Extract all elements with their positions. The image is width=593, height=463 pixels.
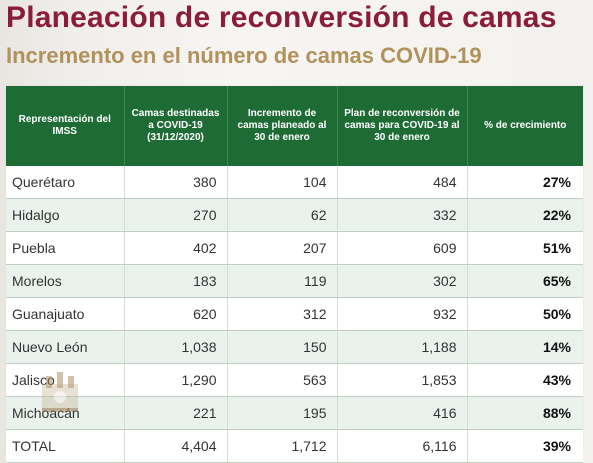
cell-incremento: 62 [227,198,338,232]
government-emblem-icon [42,372,78,412]
table-row: Nuevo León 1,038 150 1,188 14% [6,330,583,364]
cell-total-pct: 39% [467,429,583,463]
cell-incremento: 119 [227,264,338,298]
table-row: Guanajuato 620 312 932 50% [6,297,583,331]
cell-plan: 332 [337,198,468,232]
cell-total-label: TOTAL [6,429,125,463]
cell-pct: 65% [467,264,583,298]
cell-state: Puebla [6,231,125,265]
cell-plan: 484 [337,166,468,199]
cell-pct: 50% [467,297,583,331]
cell-incremento: 104 [227,166,338,199]
cell-state: Hidalgo [6,198,125,232]
cell-plan: 1,188 [337,330,468,364]
cell-total-plan: 6,116 [337,429,468,463]
cell-state: Guanajuato [6,297,125,331]
cell-camas: 620 [124,297,228,331]
cell-incremento: 195 [227,396,338,430]
cell-camas: 1,038 [124,330,228,364]
cell-pct: 14% [467,330,583,364]
cell-plan: 609 [337,231,468,265]
cell-state: Michoacán [6,396,125,430]
cell-state: Morelos [6,264,125,298]
cell-plan: 932 [337,297,468,331]
cell-pct: 43% [467,363,583,397]
cell-pct: 51% [467,231,583,265]
cell-state: Querétaro [6,166,125,199]
column-header-pct: % de crecimiento [467,86,583,166]
table-body: Querétaro 380 104 484 27% Hidalgo 270 62… [6,166,583,463]
cell-state: Nuevo León [6,330,125,364]
cell-plan: 416 [337,396,468,430]
cell-pct: 27% [467,166,583,199]
cell-total-incremento: 1,712 [227,429,338,463]
column-header-state: Representación del IMSS [6,86,125,166]
column-header-camas: Camas destinadas a COVID-19 (31/12/2020) [124,86,228,166]
cell-camas: 183 [124,264,228,298]
cell-incremento: 207 [227,231,338,265]
page-subtitle: Incremento en el número de camas COVID-1… [6,43,482,68]
cell-total-camas: 4,404 [124,429,228,463]
table-row: Querétaro 380 104 484 27% [6,166,583,199]
table-row: Morelos 183 119 302 65% [6,264,583,298]
table-header: Representación del IMSS Camas destinadas… [6,86,583,166]
cell-state: Jalisco [6,363,125,397]
table-row: Michoacán 221 195 416 88% [6,396,583,430]
table-total-row: TOTAL 4,404 1,712 6,116 39% [6,429,583,463]
table-row: Puebla 402 207 609 51% [6,231,583,265]
beds-table-container: Representación del IMSS Camas destinadas… [6,86,583,463]
cell-incremento: 150 [227,330,338,364]
cell-camas: 270 [124,198,228,232]
cell-pct: 22% [467,198,583,232]
cell-camas: 402 [124,231,228,265]
cell-pct: 88% [467,396,583,430]
page-title: Planeación de reconversión de camas [6,1,557,34]
column-header-incremento: Incremento de camas planeado al 30 de en… [227,86,338,166]
cell-incremento: 563 [227,363,338,397]
beds-table: Representación del IMSS Camas destinadas… [6,86,583,463]
cell-plan: 1,853 [337,363,468,397]
cell-incremento: 312 [227,297,338,331]
cell-camas: 380 [124,166,228,199]
table-row: Hidalgo 270 62 332 22% [6,198,583,232]
table-row: Jalisco 1,290 563 1,853 43% [6,363,583,397]
cell-plan: 302 [337,264,468,298]
cell-camas: 1,290 [124,363,228,397]
cell-camas: 221 [124,396,228,430]
column-header-plan: Plan de reconversión de camas para COVID… [337,86,468,166]
